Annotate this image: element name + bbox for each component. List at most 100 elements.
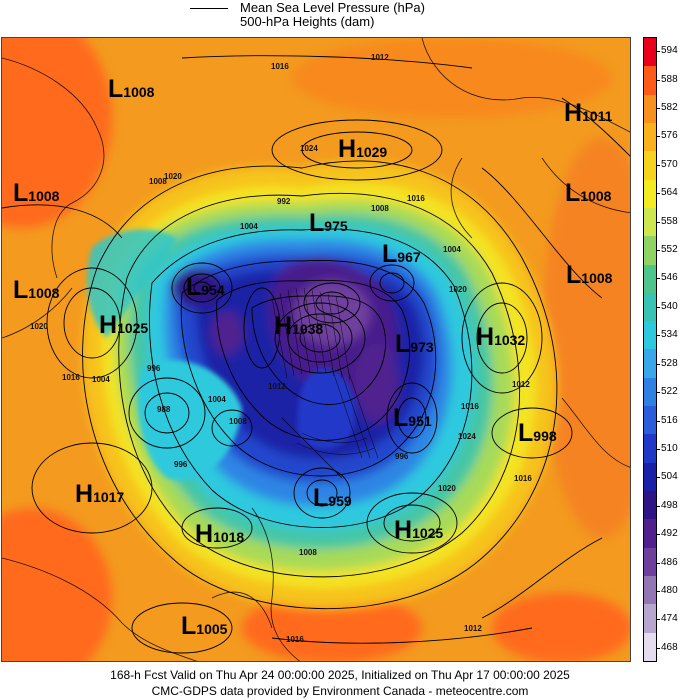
colorbar-cell xyxy=(644,122,656,152)
colorbar-cell xyxy=(644,151,656,180)
colorbar-tick xyxy=(657,562,660,564)
high-pressure-center: H1025 xyxy=(99,311,149,339)
colorbar-cell xyxy=(644,519,656,548)
isobar-label: 1016 xyxy=(461,402,479,411)
colorbar-tick xyxy=(657,505,660,507)
isobar-label: 1004 xyxy=(92,375,110,384)
colorbar-tick xyxy=(657,647,660,649)
colorbar-tick-label: 594 xyxy=(661,45,678,57)
colorbar-tick xyxy=(657,164,660,166)
isobar-label: 988 xyxy=(157,405,171,414)
isobar-label: 1008 xyxy=(229,417,247,426)
isobar-label: 1020 xyxy=(449,285,467,294)
colorbar-tick-label: 492 xyxy=(661,528,678,540)
isobar-label: 1016 xyxy=(286,635,304,644)
low-pressure-center: L1008 xyxy=(566,261,613,289)
colorbar-tick-label: 498 xyxy=(661,499,678,511)
low-pressure-center: L954 xyxy=(186,273,225,301)
colorbar-tick-label: 522 xyxy=(661,386,678,398)
isobar-label: 1004 xyxy=(208,395,226,404)
colorbar-tick xyxy=(657,108,660,110)
low-pressure-center: L973 xyxy=(395,330,434,358)
colorbar-tick xyxy=(657,534,660,536)
colorbar-cell xyxy=(644,575,656,605)
isobar-label: 1024 xyxy=(458,432,476,441)
colorbar-cell xyxy=(644,207,656,237)
colorbar-tick-label: 516 xyxy=(661,414,678,426)
colorbar-cell xyxy=(644,604,656,633)
isobar-label: 992 xyxy=(277,197,291,206)
colorbar-tick xyxy=(657,51,660,53)
colorbar-cell xyxy=(644,491,656,520)
isobar-label: 1020 xyxy=(438,484,456,493)
low-pressure-center: L1008 xyxy=(565,179,612,207)
isobar-legend-line xyxy=(190,8,228,9)
colorbar-tick-label: 504 xyxy=(661,471,678,483)
colorbar-tick xyxy=(657,448,660,450)
colorbar-cell xyxy=(644,179,656,208)
colorbar-tick-label: 474 xyxy=(661,613,678,625)
isobar-label: 1016 xyxy=(407,194,425,203)
colorbar-tick-label: 480 xyxy=(661,584,678,596)
colorbar-tick xyxy=(657,306,660,308)
colorbar-tick-label: 534 xyxy=(661,329,678,341)
colorbar-tick xyxy=(657,335,660,337)
colorbar-tick xyxy=(657,590,660,592)
colorbar-tick-label: 546 xyxy=(661,272,678,284)
colorbar-tick xyxy=(657,363,660,365)
isobar-label: 1020 xyxy=(30,322,48,331)
legend-heights-label: 500-hPa Heights (dam) xyxy=(240,14,375,29)
low-pressure-center: L951 xyxy=(393,404,432,432)
isobar-label: 996 xyxy=(174,460,188,469)
isobar-label: 1012 xyxy=(371,53,389,62)
colorbar-cell xyxy=(644,38,656,67)
weather-map: L1008 H1029 H1011 L1008 L975 L1008 L967 … xyxy=(1,37,631,662)
high-pressure-center: H1017 xyxy=(75,480,125,508)
low-pressure-center: L975 xyxy=(309,209,348,237)
isobar-label: 1024 xyxy=(300,144,318,153)
high-pressure-center: H1032 xyxy=(476,323,526,351)
colorbar-tick-label: 588 xyxy=(661,73,678,85)
height-colorbar xyxy=(643,37,657,662)
isobar-label: 1012 xyxy=(512,380,530,389)
low-pressure-center: L967 xyxy=(382,240,421,268)
legend-mslp-label: Mean Sea Level Pressure (hPa) xyxy=(240,0,425,15)
colorbar-tick-label: 468 xyxy=(661,641,678,653)
colorbar-tick-label: 564 xyxy=(661,187,678,199)
colorbar-tick xyxy=(657,221,660,223)
colorbar-tick-label: 540 xyxy=(661,300,678,312)
colorbar-tick-label: 510 xyxy=(661,442,678,454)
isobar-label: 1016 xyxy=(514,474,532,483)
colorbar-tick-label: 486 xyxy=(661,556,678,568)
low-pressure-center: L998 xyxy=(518,419,557,447)
forecast-validity-text: 168-h Fcst Valid on Thu Apr 24 00:00:00 … xyxy=(110,668,570,682)
high-pressure-center: H1011 xyxy=(564,99,613,127)
isobar-label: 1004 xyxy=(443,245,461,254)
isobar-label: 996 xyxy=(395,452,409,461)
map-legend: Mean Sea Level Pressure (hPa) 500-hPa He… xyxy=(190,0,510,32)
high-pressure-center: H1025 xyxy=(394,516,444,544)
colorbar-tick xyxy=(657,392,660,394)
colorbar-cell xyxy=(644,321,656,350)
colorbar-cell xyxy=(644,66,656,95)
isobar-label: 1008 xyxy=(371,204,389,213)
colorbar-tick-label: 582 xyxy=(661,102,678,114)
colorbar-cell xyxy=(644,632,656,661)
colorbar-tick-label: 570 xyxy=(661,158,678,170)
colorbar-cell xyxy=(644,264,656,293)
isobar-label: 996 xyxy=(147,364,161,373)
high-pressure-center: H1029 xyxy=(338,135,388,163)
colorbar-tick-label: 558 xyxy=(661,215,678,227)
colorbar-tick xyxy=(657,79,660,81)
colorbar-cell xyxy=(644,434,656,463)
colorbar-cell xyxy=(644,406,656,435)
colorbar-tick xyxy=(657,619,660,621)
high-pressure-center: H1038 xyxy=(274,312,324,340)
low-pressure-center: L959 xyxy=(313,484,352,512)
map-field xyxy=(2,38,630,661)
colorbar-cell xyxy=(644,547,656,576)
colorbar-tick xyxy=(657,250,660,252)
isobar-label: 1004 xyxy=(240,222,258,231)
isobar-label: 1016 xyxy=(62,373,80,382)
colorbar-tick xyxy=(657,193,660,195)
